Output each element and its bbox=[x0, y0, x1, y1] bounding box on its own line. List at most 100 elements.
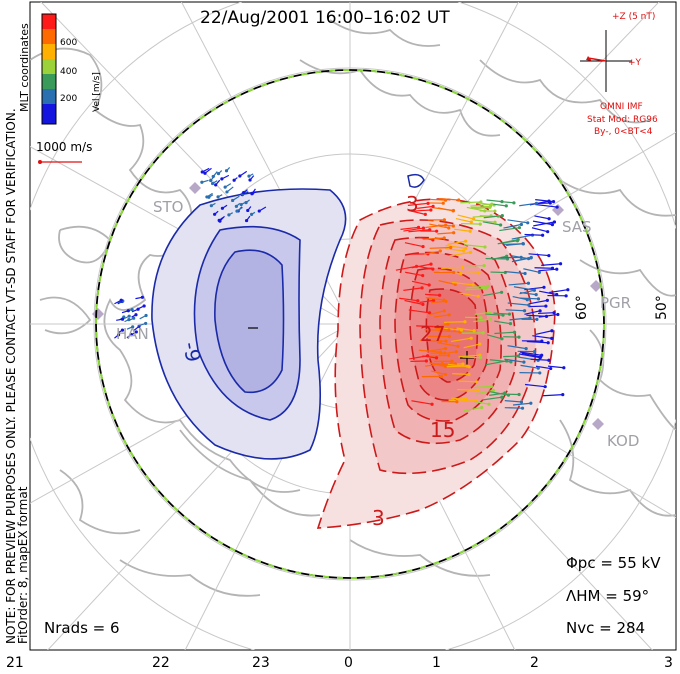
velocity-vector bbox=[486, 199, 503, 203]
hm-boundary-dash bbox=[95, 69, 605, 579]
site-pgr: PGR bbox=[600, 294, 632, 312]
velocity-vector bbox=[411, 209, 431, 212]
vector-origin bbox=[532, 288, 536, 292]
velocity-vector bbox=[491, 203, 507, 207]
vector-origin bbox=[455, 400, 459, 404]
vector-origin bbox=[142, 304, 146, 308]
vector-origin bbox=[242, 191, 246, 195]
velocity-vector bbox=[465, 287, 487, 291]
vector-origin bbox=[484, 286, 488, 291]
contour-label-3-bottom: 3 bbox=[372, 506, 385, 530]
velocity-vector bbox=[439, 351, 457, 356]
vector-origin bbox=[528, 316, 532, 320]
velocity-vector bbox=[508, 282, 529, 286]
velocity-vector bbox=[438, 280, 456, 286]
vector-origin bbox=[248, 178, 252, 182]
velocity-vector bbox=[483, 215, 503, 219]
colorbar-tick-600: 600 bbox=[60, 38, 78, 48]
vector-origin bbox=[238, 174, 242, 178]
vector-origin bbox=[540, 353, 544, 357]
vector-origin bbox=[476, 294, 480, 298]
velocity-vector bbox=[452, 281, 474, 286]
vector-origin bbox=[444, 339, 448, 343]
vector-origin bbox=[547, 358, 551, 362]
velocity-vector bbox=[538, 268, 557, 272]
velocity-vector bbox=[470, 203, 492, 207]
velocity-vector bbox=[528, 299, 548, 305]
vector-origin bbox=[546, 230, 550, 234]
map-title: 22/Aug/2001 16:00–16:02 UT bbox=[200, 8, 450, 28]
vector-origin bbox=[442, 309, 446, 313]
vector-origin bbox=[522, 309, 527, 313]
vector-origin bbox=[421, 273, 425, 278]
vector-origin bbox=[134, 313, 138, 317]
velocity-vector bbox=[457, 214, 474, 220]
vector-origin bbox=[439, 374, 444, 378]
vector-origin bbox=[116, 333, 121, 337]
stat-phi-pc: Φpc = 55 kV bbox=[566, 554, 661, 572]
vector-origin bbox=[131, 325, 135, 329]
vector-origin bbox=[505, 359, 509, 363]
imf-y-label: +Y bbox=[628, 58, 642, 68]
velocity-vector bbox=[422, 355, 437, 359]
vector-origin bbox=[452, 270, 456, 275]
velocity-vector bbox=[405, 271, 423, 277]
velocity-vector bbox=[452, 373, 469, 375]
velocity-vector bbox=[408, 229, 430, 233]
velocity-vector bbox=[463, 406, 482, 412]
vector-origin bbox=[452, 231, 456, 235]
velocity-vector bbox=[482, 221, 501, 226]
vector-origin bbox=[532, 349, 537, 354]
imf-source: OMNI IMF bbox=[600, 102, 643, 112]
vector-origin bbox=[134, 330, 138, 334]
vector-origin bbox=[566, 288, 570, 292]
velocity-vector bbox=[456, 327, 475, 332]
vector-origin bbox=[249, 212, 254, 216]
vector-origin bbox=[239, 202, 243, 207]
velocity-vector bbox=[507, 302, 529, 306]
imf-dial bbox=[580, 30, 632, 92]
velocity-vector bbox=[429, 223, 449, 229]
velocity-vector bbox=[526, 340, 549, 344]
vector-origin bbox=[527, 303, 531, 307]
vector-origin bbox=[447, 313, 451, 317]
velocity-vector bbox=[505, 270, 526, 275]
site-sas: SAS bbox=[562, 218, 592, 236]
velocity-vector bbox=[533, 221, 555, 227]
vector-origin bbox=[535, 317, 539, 321]
velocity-vector bbox=[424, 329, 441, 331]
vector-origin bbox=[225, 190, 229, 194]
vector-origin bbox=[562, 366, 566, 370]
vector-origin bbox=[203, 171, 207, 175]
velocity-vector bbox=[535, 199, 554, 203]
mlt-label-2: 2 bbox=[530, 655, 539, 671]
vector-origin bbox=[509, 360, 513, 364]
velocity-vector bbox=[441, 266, 463, 269]
velocity-vector bbox=[547, 365, 564, 369]
vector-origin bbox=[120, 328, 125, 332]
vector-origin bbox=[451, 224, 455, 228]
velocity-vector bbox=[451, 337, 472, 343]
vector-origin bbox=[431, 267, 435, 271]
velocity-vector bbox=[434, 327, 449, 331]
vector-origin bbox=[493, 220, 497, 224]
velocity-vector bbox=[399, 297, 418, 302]
vector-origin bbox=[547, 217, 551, 221]
velocity-vector bbox=[436, 342, 459, 347]
vector-origin bbox=[209, 204, 213, 208]
vector-origin bbox=[216, 172, 221, 176]
vector-origin bbox=[516, 354, 520, 358]
vector-origin bbox=[550, 223, 555, 227]
vector-origin bbox=[523, 271, 527, 276]
vector-origin bbox=[426, 201, 430, 205]
vector-origin bbox=[442, 218, 446, 222]
vector-origin bbox=[244, 218, 249, 223]
vector-origin bbox=[561, 393, 565, 397]
velocity-vector bbox=[503, 223, 522, 229]
velocity-vector bbox=[524, 310, 541, 315]
vector-origin bbox=[472, 329, 476, 333]
velocity-vector bbox=[499, 227, 520, 232]
vector-origin bbox=[235, 209, 239, 213]
vector-origin bbox=[517, 226, 522, 230]
vector-origin bbox=[536, 366, 540, 370]
